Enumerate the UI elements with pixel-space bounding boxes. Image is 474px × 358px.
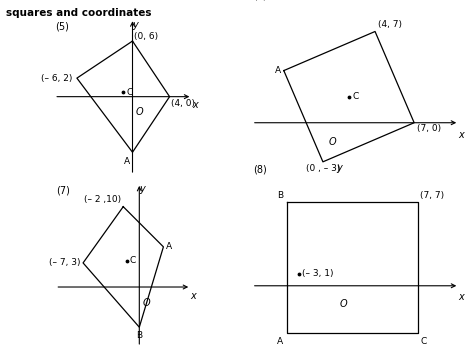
Text: (7): (7) bbox=[56, 186, 70, 196]
Text: x: x bbox=[192, 100, 198, 110]
Text: y: y bbox=[337, 163, 342, 173]
Text: A: A bbox=[275, 66, 281, 75]
Text: O: O bbox=[340, 299, 347, 309]
Text: (– 3, 1): (– 3, 1) bbox=[302, 269, 334, 279]
Text: squares and coordinates: squares and coordinates bbox=[6, 8, 151, 18]
Text: (4, 7): (4, 7) bbox=[378, 20, 401, 29]
Text: (– 7, 3): (– 7, 3) bbox=[49, 258, 81, 267]
Text: C: C bbox=[353, 92, 359, 101]
Text: A: A bbox=[277, 337, 283, 346]
Text: O: O bbox=[136, 107, 144, 117]
Text: (7, 0): (7, 0) bbox=[417, 124, 441, 133]
Text: (4, 0): (4, 0) bbox=[172, 100, 195, 108]
Text: y: y bbox=[133, 20, 138, 30]
Text: B: B bbox=[277, 191, 283, 200]
Text: (8): (8) bbox=[253, 165, 267, 175]
Text: x: x bbox=[458, 292, 465, 302]
Text: y: y bbox=[139, 184, 145, 194]
Text: (– 6, 2): (– 6, 2) bbox=[41, 74, 72, 83]
Text: C: C bbox=[420, 337, 427, 346]
Text: B: B bbox=[136, 331, 142, 340]
Text: O: O bbox=[143, 298, 150, 308]
Text: x: x bbox=[458, 130, 464, 140]
Text: (– 2 ,10): (– 2 ,10) bbox=[84, 195, 121, 204]
Text: A: A bbox=[124, 157, 130, 166]
Text: (0 , – 3): (0 , – 3) bbox=[306, 164, 340, 173]
Text: C: C bbox=[126, 87, 132, 97]
Text: x: x bbox=[191, 291, 196, 301]
Text: A: A bbox=[166, 242, 172, 251]
Text: C: C bbox=[130, 256, 136, 265]
Text: (7, 7): (7, 7) bbox=[420, 191, 445, 200]
Text: O: O bbox=[328, 137, 336, 147]
Text: (0, 6): (0, 6) bbox=[134, 32, 158, 41]
Text: (5): (5) bbox=[55, 21, 69, 31]
